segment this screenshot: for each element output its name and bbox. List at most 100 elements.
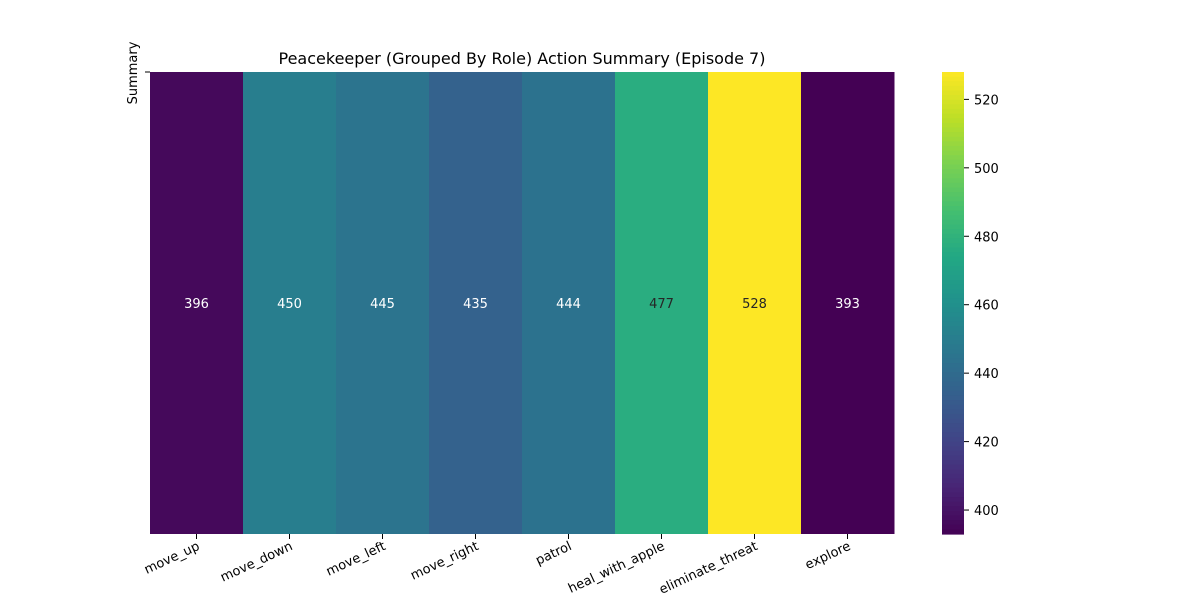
heatmap-cell (708, 72, 802, 534)
colorbar-segment (942, 104, 964, 110)
colorbar-segment (942, 219, 964, 226)
colorbar-segment (942, 99, 964, 105)
colorbar-segment (942, 469, 964, 475)
colorbar-segment (942, 233, 964, 239)
colorbar-segment (942, 464, 964, 470)
colorbar-segment (942, 487, 964, 494)
x-tick-label: explore (803, 539, 853, 573)
colorbar-segment (942, 353, 964, 360)
heatmap-cell (336, 72, 430, 534)
cell-value-label: 477 (649, 297, 674, 312)
colorbar-segment (942, 127, 964, 133)
cell-value-label: 444 (556, 297, 581, 312)
colorbar-segment (942, 164, 964, 170)
colorbar-segment (942, 210, 964, 216)
colorbar-tick-label: 480 (974, 230, 999, 245)
x-tick-label: move_left (324, 539, 388, 580)
colorbar-segment (942, 483, 964, 489)
colorbar-segment (942, 395, 964, 401)
colorbar-segment (942, 427, 964, 433)
x-tick-label: move_up (142, 539, 202, 578)
colorbar-segment (942, 524, 964, 530)
colorbar-segment (942, 321, 964, 327)
colorbar-segment (942, 215, 964, 221)
colorbar-segment (942, 182, 964, 189)
colorbar-segment (942, 95, 964, 101)
colorbar-segment (942, 205, 964, 212)
colorbar-segment (942, 515, 964, 521)
colorbar-segment (942, 376, 964, 383)
colorbar-segment (942, 413, 964, 420)
colorbar-segment (942, 386, 964, 392)
colorbar-segment (942, 81, 964, 87)
colorbar-segment (942, 266, 964, 272)
colorbar-segment (942, 307, 964, 313)
colorbar-segment (942, 506, 964, 512)
colorbar-segment (942, 252, 964, 258)
colorbar-segment (942, 298, 964, 304)
heatmap-cell (615, 72, 709, 534)
colorbar-segment (942, 436, 964, 443)
colorbar-segment (942, 520, 964, 526)
x-tick-labels: move_up move_down move_left move_right patro… (142, 534, 853, 598)
colorbar-segment (942, 335, 964, 341)
colorbar-segment (942, 400, 964, 406)
colorbar-segment (942, 303, 964, 309)
colorbar-segment (942, 367, 964, 373)
colorbar-segment (942, 145, 964, 152)
colorbar-segment (942, 381, 964, 387)
heatmap-cell (429, 72, 523, 534)
colorbar-segment (942, 192, 964, 198)
colorbar-segment (942, 418, 964, 424)
colorbar-segment (942, 118, 964, 124)
colorbar-segment (942, 510, 964, 517)
colorbar-segment (942, 72, 964, 78)
colorbar-segment (942, 446, 964, 452)
colorbar-segment (942, 497, 964, 503)
colorbar-tick-label: 500 (974, 162, 999, 177)
heatmap-cells: 396 450 445 435 444 477 528 393 (150, 72, 895, 534)
colorbar-segment (942, 229, 964, 235)
colorbar-segment (942, 455, 964, 461)
colorbar-segment (942, 132, 964, 138)
colorbar-segment (942, 178, 964, 184)
colorbar-segment (942, 529, 964, 535)
colorbar-segment (942, 349, 964, 355)
colorbar-segment (942, 312, 964, 318)
colorbar-segment (942, 473, 964, 480)
colorbar-segment (942, 85, 964, 92)
colorbar-tick-label: 400 (974, 504, 999, 519)
colorbar-segment (942, 187, 964, 193)
chart-title: Peacekeeper (Grouped By Role) Action Sum… (279, 49, 766, 68)
colorbar-segment (942, 224, 964, 230)
colorbar-tick-label: 460 (974, 299, 999, 314)
colorbar-tick-label: 440 (974, 367, 999, 382)
heatmap-cell (522, 72, 616, 534)
colorbar-segment (942, 316, 964, 323)
heatmap-cell (801, 72, 895, 534)
colorbar-segment (942, 478, 964, 484)
x-tick-label: move_down (218, 539, 295, 586)
colorbar-segment (942, 159, 964, 165)
heatmap-cell (150, 72, 244, 534)
x-tick-label: move_right (408, 539, 481, 584)
cell-value-label: 445 (370, 297, 395, 312)
colorbar-segment (942, 284, 964, 290)
colorbar-segment (942, 113, 964, 119)
colorbar-segment (942, 242, 964, 249)
colorbar: 400 420 440 460 480 500 520 (942, 72, 999, 535)
colorbar-segment (942, 108, 964, 115)
colorbar-segment (942, 432, 964, 438)
colorbar-segment (942, 261, 964, 267)
colorbar-segment (942, 155, 964, 161)
colorbar-segment (942, 141, 964, 147)
colorbar-segment (942, 409, 964, 415)
colorbar-segment (942, 201, 964, 207)
colorbar-segment (942, 344, 964, 350)
heatmap-cell (243, 72, 337, 534)
x-tick-label: eliminate_threat (657, 539, 760, 598)
colorbar-segment (942, 339, 964, 346)
cell-value-label: 528 (742, 297, 767, 312)
colorbar-segment (942, 390, 964, 396)
colorbar-segment (942, 330, 964, 336)
